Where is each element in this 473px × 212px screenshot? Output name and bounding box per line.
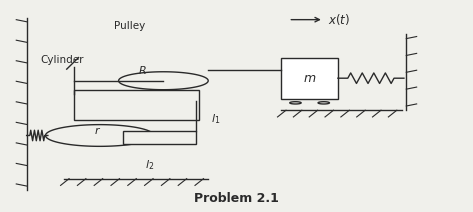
Text: $l_2$: $l_2$ bbox=[145, 158, 154, 172]
Polygon shape bbox=[45, 125, 154, 146]
Text: Problem 2.1: Problem 2.1 bbox=[194, 192, 279, 205]
Bar bbox=[281, 58, 338, 99]
Text: $x(t)$: $x(t)$ bbox=[328, 12, 350, 27]
Polygon shape bbox=[290, 102, 301, 104]
Text: $m$: $m$ bbox=[303, 72, 316, 85]
Text: Pulley: Pulley bbox=[114, 21, 145, 31]
Text: $l_1$: $l_1$ bbox=[210, 112, 220, 126]
Text: $r$: $r$ bbox=[94, 125, 101, 136]
Text: $R$: $R$ bbox=[138, 64, 147, 76]
Bar bbox=[123, 131, 196, 144]
Bar bbox=[74, 90, 199, 120]
Text: Cylinder: Cylinder bbox=[41, 55, 84, 65]
Polygon shape bbox=[119, 72, 208, 90]
Polygon shape bbox=[318, 102, 330, 104]
